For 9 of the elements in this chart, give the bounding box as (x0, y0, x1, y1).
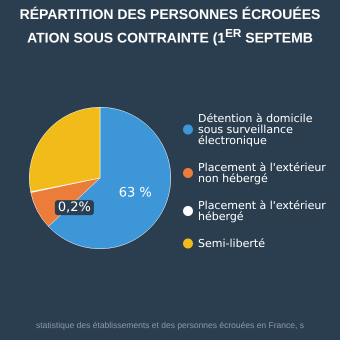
chart-title: RÉPARTITION DES PERSONNES ÉCROUÉES (18, 6, 322, 22)
legend-label: Détention à domicile sous surveillance électronique (198, 112, 316, 147)
text: statistique des établissements et des personnes écrouées en France, s (35, 320, 305, 330)
chart-subtitle: ATION SOUS CONTRAINTE (1$^{ER}$ SEPTEMB (26, 27, 314, 46)
legend-label: Placement à l'extérieur non hébergé (198, 161, 330, 185)
legend-label: Semi-liberté (198, 237, 266, 250)
data-label: 63 % (118, 186, 152, 201)
legend-label: Placement à l'extérieur hébergé (198, 199, 330, 223)
data-label: 0,2% (58, 200, 91, 216)
